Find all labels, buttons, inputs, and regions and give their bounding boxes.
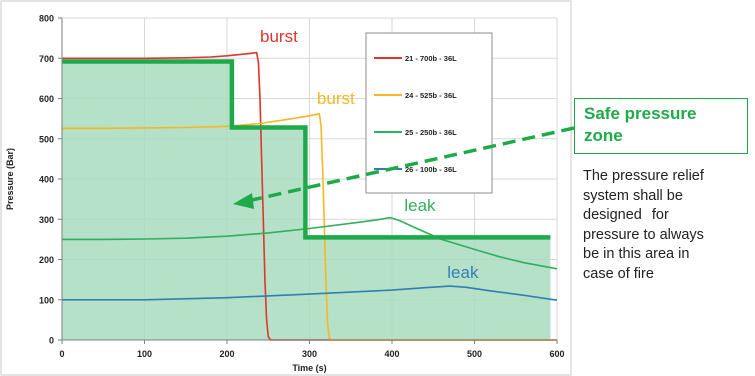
series-line [62, 51, 557, 341]
x-tick-label: 100 [137, 349, 152, 359]
x-tick-label: 0 [59, 349, 64, 359]
annotation-label: burst [260, 27, 298, 46]
callout-body-line: be in this area in [583, 246, 690, 262]
series-line [62, 285, 558, 301]
axes: 0 100 200 300 400 500 600 700 800 0 100 200 300 400 50… [5, 14, 565, 374]
safe-zone-fill [62, 61, 551, 340]
callout-body-line: case of fire [583, 265, 654, 282]
callout-body-line: system shall be [583, 187, 683, 204]
y-tick-label: 200 [39, 255, 54, 265]
x-tick-label: 200 [219, 349, 234, 359]
safe-zone-boundary-layer [62, 59, 551, 240]
callout-body-line: The pressure relief [583, 168, 704, 184]
y-tick-label: 400 [39, 175, 54, 185]
annotations: burst burst leak leak [260, 27, 479, 282]
callout-title: Safe pressure zone [584, 103, 744, 147]
x-tick-label: 500 [467, 349, 482, 359]
callout-title-line2: zone [584, 126, 623, 145]
y-axis-title: Pressure (Bar) [5, 148, 15, 210]
safe-zone [62, 61, 551, 340]
safe-zone-boundary [62, 59, 551, 240]
arrow-line [251, 126, 575, 202]
legend: 21 - 700b - 36L 24 - 525b - 36L 25 - 250b … [365, 32, 493, 194]
series-layer [62, 51, 558, 341]
callout-title-line1: Safe pressure [584, 104, 697, 123]
y-tick-label: 100 [39, 295, 54, 305]
y-tick-label: 700 [39, 54, 54, 64]
y-tick-label: 800 [39, 14, 54, 24]
arrow-head [233, 193, 254, 209]
y-tick-label: 600 [39, 94, 54, 104]
annotation-label: leak [447, 263, 479, 282]
x-axis-title: Time (s) [292, 363, 326, 373]
arrow-layer [233, 126, 575, 209]
annotation-label: leak [404, 196, 436, 215]
legend-label: 24 - 525b - 36L [405, 91, 457, 100]
x-tick-label: 300 [302, 349, 317, 359]
y-tick-label: 500 [39, 134, 54, 144]
annotation-label: burst [317, 89, 355, 108]
legend-label: 21 - 700b - 36L [405, 54, 457, 63]
y-tick-label: 0 [49, 336, 54, 346]
series-line [62, 113, 557, 341]
legend-label: 25 - 250b - 36L [405, 128, 457, 137]
x-tick-label: 600 [549, 349, 564, 359]
series-line [62, 216, 558, 270]
callout-box [574, 98, 748, 154]
legend-label: 26 - 100b - 36L [405, 165, 457, 174]
callout-body-line: pressure to always [583, 226, 704, 243]
callout-body-line: designed for [583, 207, 669, 223]
callout-body: The pressure relief system shall be desi… [583, 167, 751, 284]
legend-box [365, 32, 493, 194]
y-tick-label: 300 [39, 215, 54, 225]
x-tick-label: 400 [384, 349, 399, 359]
